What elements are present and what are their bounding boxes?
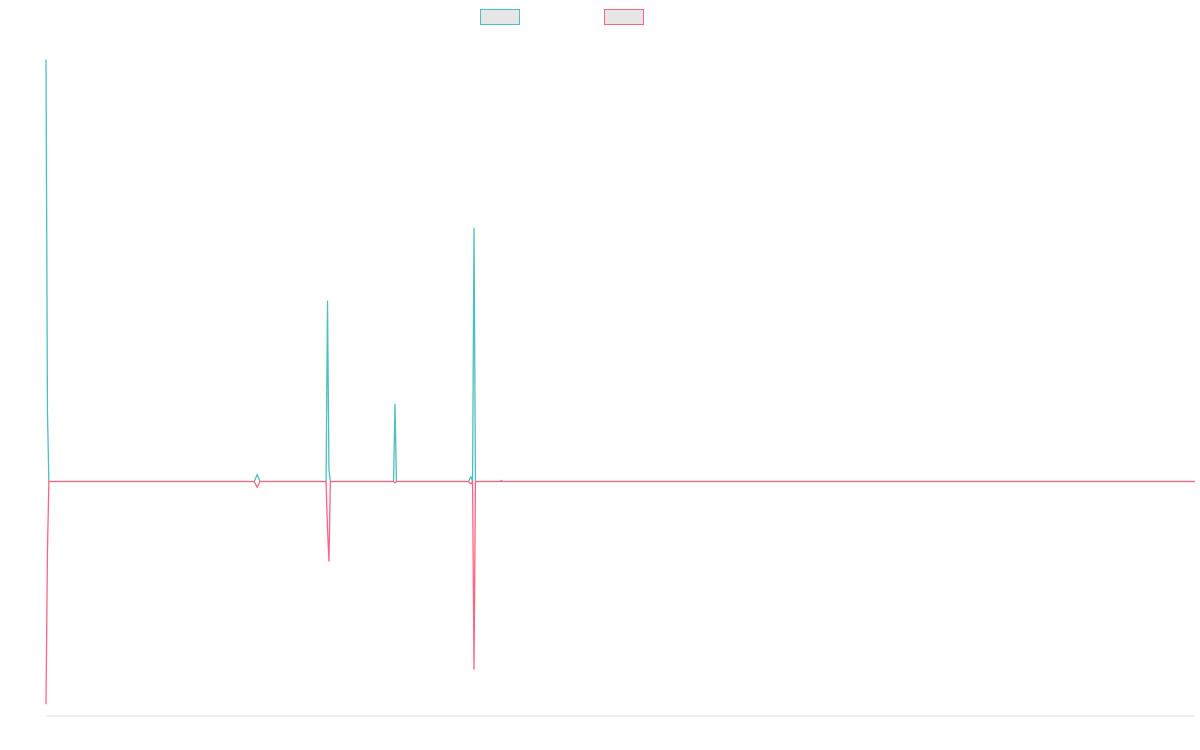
series-line-2 [45,480,1195,705]
legend-swatch-series-1 [480,9,520,25]
legend-item-series-1[interactable] [480,9,526,25]
legend-item-series-2[interactable] [604,9,650,25]
series-line-1 [45,59,1195,483]
chart-legend [0,9,1200,27]
legend-swatch-series-2 [604,9,644,25]
